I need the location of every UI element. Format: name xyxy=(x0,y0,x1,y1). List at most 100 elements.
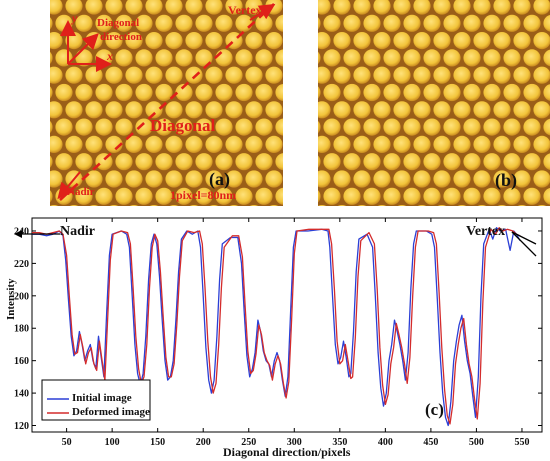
lattice-dot xyxy=(453,31,471,50)
lattice-dot xyxy=(318,155,321,168)
lattice-dot xyxy=(215,153,233,171)
lattice-dot xyxy=(543,153,550,171)
vertex-arrow xyxy=(249,3,276,21)
lattice-dot xyxy=(50,205,59,206)
diagonal-dashed-line xyxy=(59,3,275,201)
nadir-arrowhead xyxy=(14,230,22,238)
lattice-dot xyxy=(483,49,501,67)
lattice-dot xyxy=(245,31,263,50)
lattice-dot xyxy=(50,120,53,134)
lattice-dot xyxy=(169,205,179,206)
lattice-dot xyxy=(503,153,521,171)
lattice-dot xyxy=(463,187,481,205)
lattice-dot xyxy=(275,14,283,32)
lattice-dot xyxy=(95,83,113,102)
lattice-dot xyxy=(373,66,391,84)
y-tick-label: 140 xyxy=(14,389,29,400)
lattice-dot xyxy=(205,31,223,50)
lattice-dot xyxy=(125,0,143,15)
lattice-dot xyxy=(318,170,331,188)
lattice-dot xyxy=(165,31,183,50)
lattice-dot xyxy=(343,118,361,136)
lattice-dot xyxy=(343,153,361,171)
x-tick-label: 350 xyxy=(332,437,347,448)
lattice-dot xyxy=(383,153,401,171)
lattice-dot xyxy=(229,205,239,206)
diagonal-label: Diagonal xyxy=(150,116,216,135)
vertex-annotation-arrow-2 xyxy=(511,231,537,257)
lattice-dot xyxy=(423,83,441,102)
lattice-dot xyxy=(483,187,501,205)
lattice-dot xyxy=(357,205,367,206)
lattice-dot xyxy=(75,153,93,171)
lattice-dot xyxy=(463,14,481,32)
lattice-dot xyxy=(50,86,53,99)
lattice-dot xyxy=(135,83,153,102)
lattice-dot xyxy=(55,153,73,171)
lattice-dot xyxy=(195,187,213,205)
lattice-dot xyxy=(353,0,371,15)
lattice-dot xyxy=(215,118,233,136)
lattice-dot xyxy=(245,101,263,119)
lattice-dot xyxy=(205,101,223,119)
lattice-dot xyxy=(393,135,411,153)
lattice-dot xyxy=(55,83,73,102)
lattice-dot xyxy=(85,170,103,188)
lattice-dot xyxy=(155,49,173,67)
x-tick-label: 300 xyxy=(287,437,302,448)
lattice-dot xyxy=(517,205,527,206)
lattice-dot xyxy=(189,205,199,206)
lattice-dot xyxy=(145,0,163,15)
lattice-dot xyxy=(255,153,273,171)
lattice-dot xyxy=(393,101,411,119)
lattice-dot xyxy=(483,118,501,136)
lattice-dot xyxy=(95,187,113,205)
lattice-dot xyxy=(403,14,421,32)
lattice-dot xyxy=(433,31,451,50)
lattice-dot xyxy=(383,49,401,67)
x-tick-label: 450 xyxy=(423,437,438,448)
lattice-dot xyxy=(543,84,550,101)
lattice-dot xyxy=(417,205,427,206)
lattice-dot xyxy=(513,101,531,119)
lattice-dot xyxy=(50,155,53,168)
lattice-dot xyxy=(403,187,421,205)
lattice-dot xyxy=(318,17,321,30)
lattice-dot xyxy=(453,135,471,153)
lattice-dot xyxy=(363,187,381,205)
lattice-dot xyxy=(433,135,451,153)
lattice-dot xyxy=(265,135,283,153)
lattice-dot xyxy=(65,31,83,50)
lattice-dot xyxy=(185,31,203,50)
lattice-dot xyxy=(493,135,511,153)
lattice-dot xyxy=(175,118,193,136)
x-tick-label: 550 xyxy=(514,437,529,448)
legend-deformed-label: Deformed image xyxy=(72,406,150,418)
lattice-dot xyxy=(235,153,253,171)
lattice-dot xyxy=(323,14,341,32)
lattice-dot xyxy=(453,170,471,188)
lattice-dot xyxy=(483,83,501,102)
lattice-dot xyxy=(225,0,243,15)
y-tick-label: 160 xyxy=(14,356,29,367)
lattice-dot xyxy=(543,49,550,67)
lattice-dot xyxy=(513,170,531,188)
lattice-dot xyxy=(165,170,183,188)
axis-x-label: x xyxy=(107,49,113,63)
lattice-dot xyxy=(55,118,73,136)
lattice-dot xyxy=(50,17,53,30)
axis-y-label: y xyxy=(72,11,78,25)
lattice-dot xyxy=(65,0,83,15)
lattice-dot xyxy=(333,66,351,84)
lattice-dot xyxy=(383,14,401,32)
lattice-dot xyxy=(125,135,143,153)
lattice-dot xyxy=(318,190,321,203)
lattice-dot xyxy=(145,101,163,119)
lattice-dot xyxy=(265,31,283,50)
lattice-dot xyxy=(225,66,243,84)
lattice-dot xyxy=(115,187,133,205)
lattice-dot xyxy=(215,83,233,102)
lattice-dot xyxy=(205,66,223,84)
lattice-dot xyxy=(175,187,193,205)
lattice-dot xyxy=(323,83,341,102)
